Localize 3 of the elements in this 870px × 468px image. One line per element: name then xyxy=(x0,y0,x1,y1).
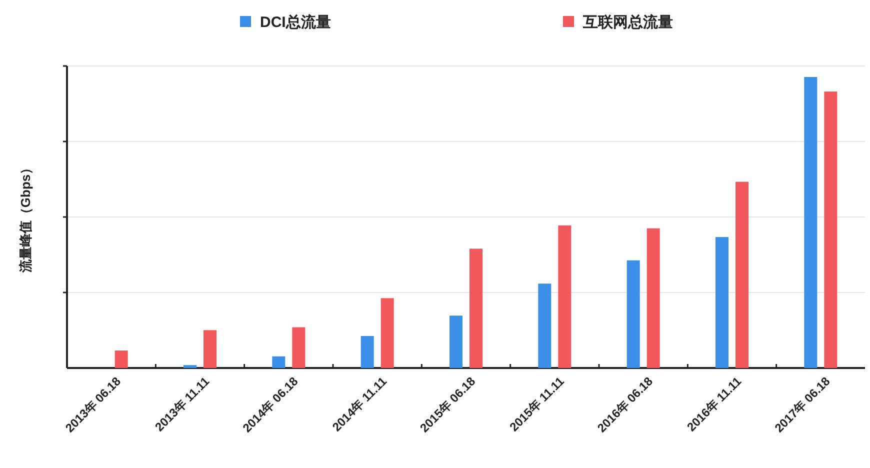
legend-label: DCI总流量 xyxy=(260,13,331,31)
legend-label: 互联网总流量 xyxy=(582,13,673,31)
y-axis-title: 流量峰值（Gbps） xyxy=(18,161,33,274)
